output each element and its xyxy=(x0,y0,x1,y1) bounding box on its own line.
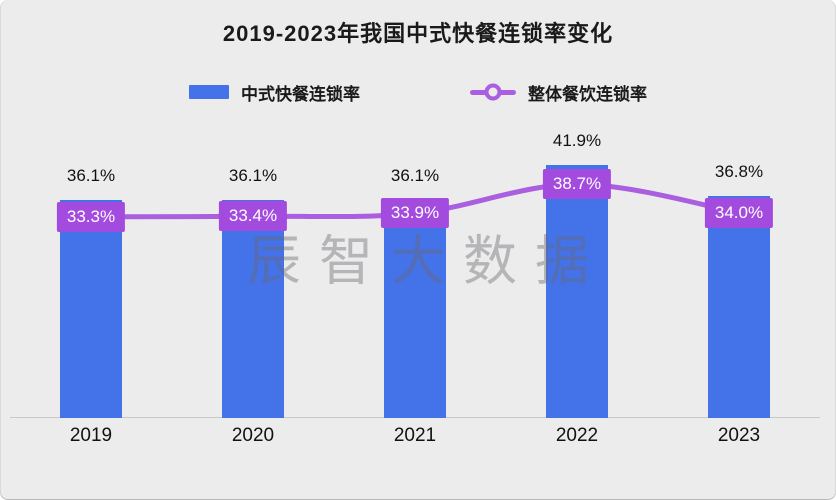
bar-2022 xyxy=(546,164,608,418)
line-point-label-2020: 33.4% xyxy=(218,201,288,232)
legend-line-label: 整体餐饮连锁率 xyxy=(528,84,647,104)
bar-value-label-2023: 36.8% xyxy=(714,161,764,181)
line-marker-dot-icon xyxy=(484,83,502,101)
legend-item-bar-series[interactable]: 中式快餐连锁率 xyxy=(189,80,360,105)
legend: 中式快餐连锁率 整体餐饮连锁率 xyxy=(0,78,836,106)
bar-2023 xyxy=(708,195,770,418)
legend-bar-label: 中式快餐连锁率 xyxy=(241,84,360,104)
bar-2021 xyxy=(384,199,446,418)
x-axis-label-2021: 2021 xyxy=(393,425,437,446)
line-point-label-2022: 38.7% xyxy=(542,169,612,200)
bar-value-label-2022: 41.9% xyxy=(552,130,602,150)
bar-value-label-2020: 36.1% xyxy=(228,165,278,185)
bar-2019 xyxy=(60,199,122,418)
legend-item-line-series[interactable]: 整体餐饮连锁率 xyxy=(470,80,647,105)
x-axis-label-2019: 2019 xyxy=(69,425,113,446)
bar-value-label-2021: 36.1% xyxy=(390,165,440,185)
bar-2020 xyxy=(222,199,284,418)
bar-swatch-icon xyxy=(189,85,229,99)
line-point-label-2021: 33.9% xyxy=(380,198,450,229)
line-point-label-2023: 34.0% xyxy=(704,197,774,228)
line-point-label-2019: 33.3% xyxy=(56,201,126,232)
chart-title: 2019-2023年我国中式快餐连锁率变化 xyxy=(222,21,614,46)
x-axis-label-2022: 2022 xyxy=(555,425,599,446)
x-axis-label-2020: 2020 xyxy=(231,425,275,446)
bar-value-label-2019: 36.1% xyxy=(66,165,116,185)
x-axis-label-2023: 2023 xyxy=(717,425,761,446)
line-marker-swatch-icon xyxy=(470,83,516,101)
